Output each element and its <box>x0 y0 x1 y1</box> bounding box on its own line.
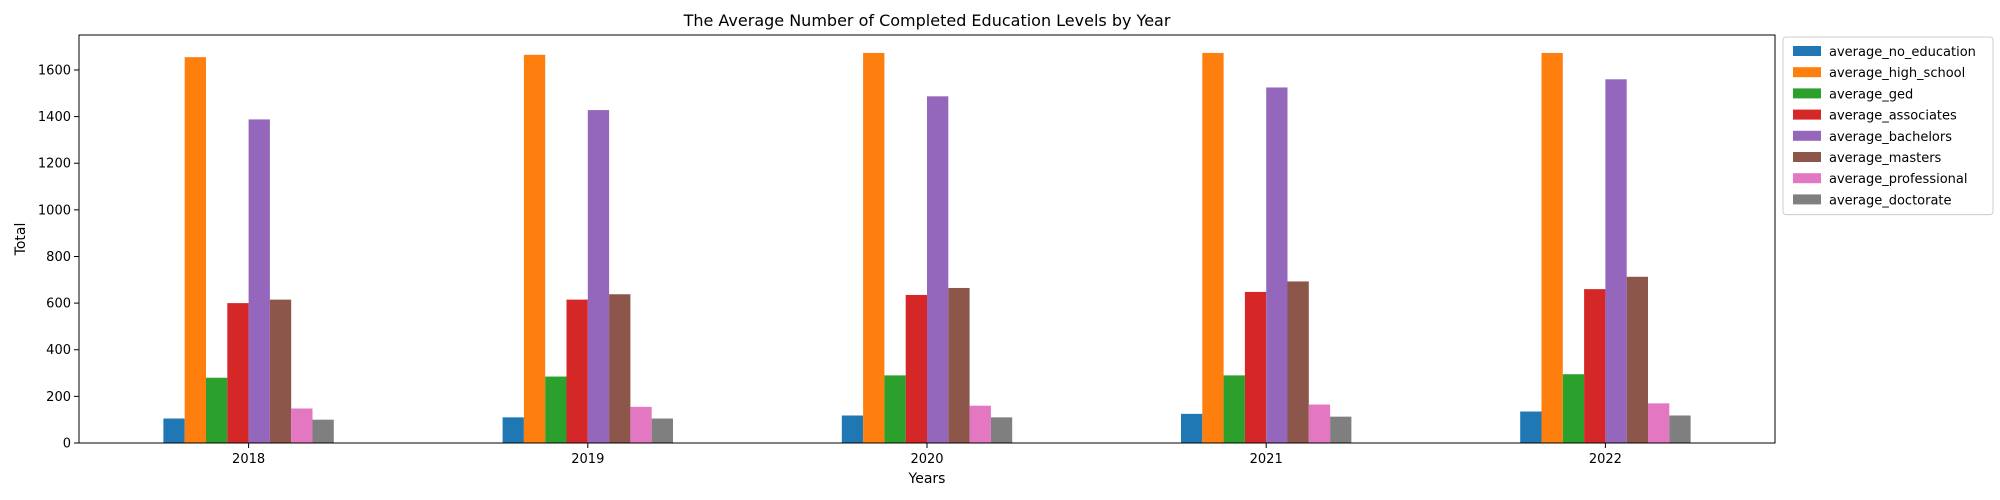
bar-average_associates-2021 <box>1244 291 1267 443</box>
bar-average_professional-2018 <box>291 408 313 443</box>
bar-average_high_school-2022 <box>1541 52 1563 444</box>
legend-box <box>1782 36 1994 216</box>
y-tick-label: 1200 <box>38 157 71 172</box>
y-tick-label: 400 <box>46 343 71 358</box>
bars-group <box>163 52 1691 444</box>
bar-average_doctorate-2020 <box>990 417 1013 443</box>
x-axis: 2018 2019 2020 2021 2022 <box>232 443 1622 467</box>
bar-average_masters-2018 <box>269 299 292 443</box>
y-axis-label: Total <box>13 223 29 257</box>
x-axis-label: Years <box>908 471 946 487</box>
bar-average_no_education-2018 <box>163 418 185 443</box>
x-tick-label: 2022 <box>1589 452 1622 467</box>
bar-average_associates-2018 <box>227 303 249 443</box>
bar-average_doctorate-2019 <box>651 418 673 443</box>
bar-average_masters-2020 <box>948 287 970 443</box>
bar-average_doctorate-2022 <box>1669 415 1691 443</box>
bar-average_professional-2022 <box>1648 403 1670 443</box>
bar-average_bachelors-2018 <box>248 119 270 444</box>
legend-swatch-average_high_school <box>1793 67 1821 78</box>
bar-average_professional-2019 <box>630 406 652 443</box>
bar-average_high_school-2020 <box>863 52 885 444</box>
bar-average_bachelors-2022 <box>1605 79 1627 443</box>
legend-label: average_ged <box>1829 87 1913 102</box>
y-tick-label: 1600 <box>38 63 71 78</box>
legend-label: average_masters <box>1829 151 1942 166</box>
legend-swatch-average_ged <box>1793 88 1821 99</box>
y-tick-label: 600 <box>46 297 71 312</box>
x-tick-label: 2018 <box>232 452 265 467</box>
x-tick-label: 2019 <box>571 452 604 467</box>
bar-average_professional-2020 <box>969 405 991 443</box>
y-tick-label: 1000 <box>38 203 71 218</box>
bar-average_no_education-2020 <box>841 415 864 443</box>
bar-average_associates-2019 <box>566 299 588 443</box>
bar-average_no_education-2021 <box>1181 413 1203 443</box>
bar-average_ged-2021 <box>1223 375 1245 443</box>
bar-average_associates-2020 <box>905 294 927 443</box>
bar-average_no_education-2019 <box>502 417 524 443</box>
bar-average_masters-2022 <box>1626 276 1648 443</box>
bar-average_bachelors-2020 <box>927 96 949 443</box>
bar-average_professional-2021 <box>1308 404 1331 443</box>
bar-average_high_school-2019 <box>523 54 546 444</box>
bar-average_masters-2021 <box>1287 281 1309 443</box>
bar-average_ged-2018 <box>206 377 228 443</box>
y-axis: 0 200 400 600 800 1000 1200 1400 1600 <box>38 63 79 452</box>
bar-average_doctorate-2021 <box>1330 416 1352 443</box>
legend: average_no_education average_high_schoola… <box>1782 36 1994 216</box>
y-tick-label: 800 <box>46 250 71 265</box>
bar-average_ged-2019 <box>545 376 567 443</box>
bar-average_bachelors-2019 <box>587 110 610 444</box>
legend-label: average_no_education <box>1829 45 1976 60</box>
legend-swatch-average_doctorate <box>1793 194 1821 205</box>
legend-label: average_professional <box>1829 172 1968 187</box>
bar-average_masters-2019 <box>609 294 631 443</box>
legend-swatch-average_associates <box>1793 109 1821 120</box>
bar-average_ged-2022 <box>1562 374 1585 443</box>
y-tick-label: 1400 <box>38 110 71 125</box>
legend-swatch-average_masters <box>1793 152 1821 162</box>
bar-average_no_education-2022 <box>1520 411 1542 443</box>
x-tick-label: 2020 <box>910 452 943 467</box>
bar-average_high_school-2021 <box>1202 52 1224 444</box>
plot-area-frame <box>78 34 1776 444</box>
y-tick-label: 200 <box>46 390 71 405</box>
bar-average_bachelors-2021 <box>1266 87 1288 443</box>
legend-label: average_bachelors <box>1829 130 1952 145</box>
legend-label: average_associates <box>1829 109 1957 124</box>
x-tick-label: 2021 <box>1250 452 1283 467</box>
y-tick-label: 0 <box>63 437 71 452</box>
bar-average_ged-2020 <box>884 375 906 443</box>
legend-swatch-average_bachelors <box>1793 130 1821 141</box>
legend-label: average_doctorate <box>1829 193 1952 208</box>
legend-swatch-average_no_education <box>1793 46 1821 56</box>
legend-swatch-average_professional <box>1793 173 1821 184</box>
legend-label: average_high_school <box>1829 66 1965 81</box>
bar-average_high_school-2018 <box>184 57 206 444</box>
bar-average_associates-2022 <box>1584 289 1606 443</box>
chart-title: The Average Number of Completed Educatio… <box>683 11 1171 30</box>
bar-average_doctorate-2018 <box>312 419 334 443</box>
